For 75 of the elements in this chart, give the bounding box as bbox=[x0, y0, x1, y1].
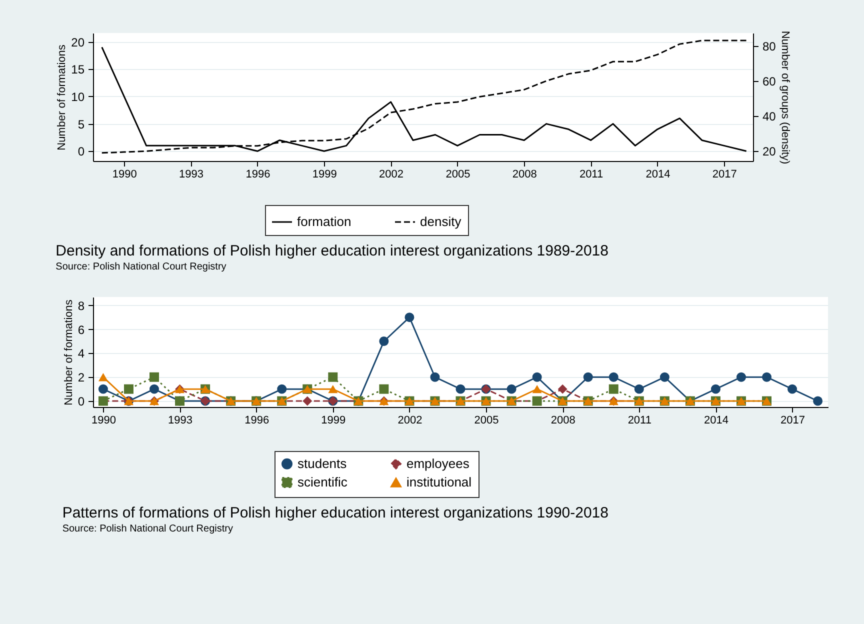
y-axis-title: Number of formations bbox=[62, 299, 75, 406]
y-axis-title: Number of formations bbox=[56, 44, 68, 150]
point bbox=[404, 312, 414, 322]
x-tick-label: 1996 bbox=[244, 414, 270, 426]
x-tick-label: 2005 bbox=[446, 168, 470, 180]
point bbox=[430, 372, 440, 382]
legend-label: institutional bbox=[406, 474, 472, 490]
point bbox=[150, 384, 159, 394]
point bbox=[736, 372, 746, 382]
point bbox=[328, 384, 338, 394]
source-note: Source: Polish National Court Registry bbox=[62, 524, 233, 534]
point bbox=[302, 396, 312, 406]
x-tick-label: 2008 bbox=[550, 414, 576, 426]
x-tick-label: 1990 bbox=[112, 168, 137, 180]
y-tick-label: 0 bbox=[78, 394, 85, 409]
y-tick-label: 15 bbox=[71, 62, 85, 77]
y2-tick-label: 80 bbox=[762, 39, 776, 54]
point bbox=[608, 384, 618, 394]
y2-tick-label: 60 bbox=[762, 74, 776, 88]
point bbox=[328, 372, 338, 382]
point bbox=[98, 373, 108, 382]
x-tick-label: 2011 bbox=[579, 168, 604, 180]
y-tick-label: 0 bbox=[78, 144, 85, 159]
point bbox=[634, 384, 644, 394]
point bbox=[583, 372, 593, 382]
legend-label: employees bbox=[406, 456, 470, 471]
y-tick-label: 4 bbox=[78, 346, 85, 361]
point bbox=[813, 396, 823, 406]
y-tick-label: 20 bbox=[71, 35, 85, 50]
point bbox=[762, 372, 772, 382]
x-tick-label: 1999 bbox=[312, 168, 337, 180]
source-note: Source: Polish National Court Registry bbox=[56, 262, 226, 272]
x-tick-label: 2002 bbox=[379, 168, 404, 180]
x-tick-label: 1990 bbox=[91, 414, 116, 426]
point bbox=[379, 336, 389, 346]
x-tick-label: 2002 bbox=[398, 414, 422, 426]
x-tick-label: 2011 bbox=[628, 414, 652, 426]
x-tick-label: 1993 bbox=[179, 168, 204, 180]
point bbox=[379, 384, 389, 394]
y-tick-label: 10 bbox=[71, 90, 85, 104]
y-tick-label: 2 bbox=[78, 370, 85, 385]
x-tick-label: 2017 bbox=[780, 414, 806, 426]
point bbox=[277, 384, 287, 394]
point bbox=[660, 372, 670, 382]
point bbox=[558, 384, 568, 394]
y-tick-label: 6 bbox=[78, 322, 85, 337]
x-tick-label: 2014 bbox=[646, 168, 670, 180]
point bbox=[98, 384, 108, 394]
point bbox=[150, 372, 159, 382]
x-tick-label: 1993 bbox=[168, 414, 193, 426]
point bbox=[532, 384, 542, 394]
legend-label: formation bbox=[297, 214, 352, 229]
x-tick-label: 2014 bbox=[704, 414, 728, 426]
y2-tick-label: 40 bbox=[762, 110, 776, 124]
legend-label: scientific bbox=[298, 474, 348, 490]
x-tick-label: 2005 bbox=[474, 414, 499, 426]
point bbox=[788, 384, 798, 394]
point bbox=[124, 384, 134, 394]
point bbox=[532, 372, 542, 382]
text: Density and formations of Polish higher education interest organizations 1989-2018 bbox=[56, 242, 608, 260]
x-tick-label: 2017 bbox=[712, 168, 737, 180]
legend-label: students bbox=[298, 456, 348, 471]
point bbox=[710, 384, 720, 394]
y-tick-label: 8 bbox=[78, 298, 85, 313]
x-tick-label: 2008 bbox=[512, 168, 537, 180]
point bbox=[608, 372, 618, 382]
legend-label: density bbox=[420, 214, 462, 229]
y2-tick-label: 20 bbox=[762, 144, 776, 159]
x-tick-label: 1996 bbox=[246, 168, 270, 180]
y2-axis-title: Number of groups (density) bbox=[778, 30, 791, 164]
point bbox=[456, 384, 466, 394]
text: Patterns of formations of Polish higher education interest organizations 1990-2018 bbox=[62, 504, 608, 522]
point bbox=[506, 384, 516, 394]
y-tick-label: 5 bbox=[78, 117, 85, 132]
x-tick-label: 1999 bbox=[321, 414, 346, 426]
